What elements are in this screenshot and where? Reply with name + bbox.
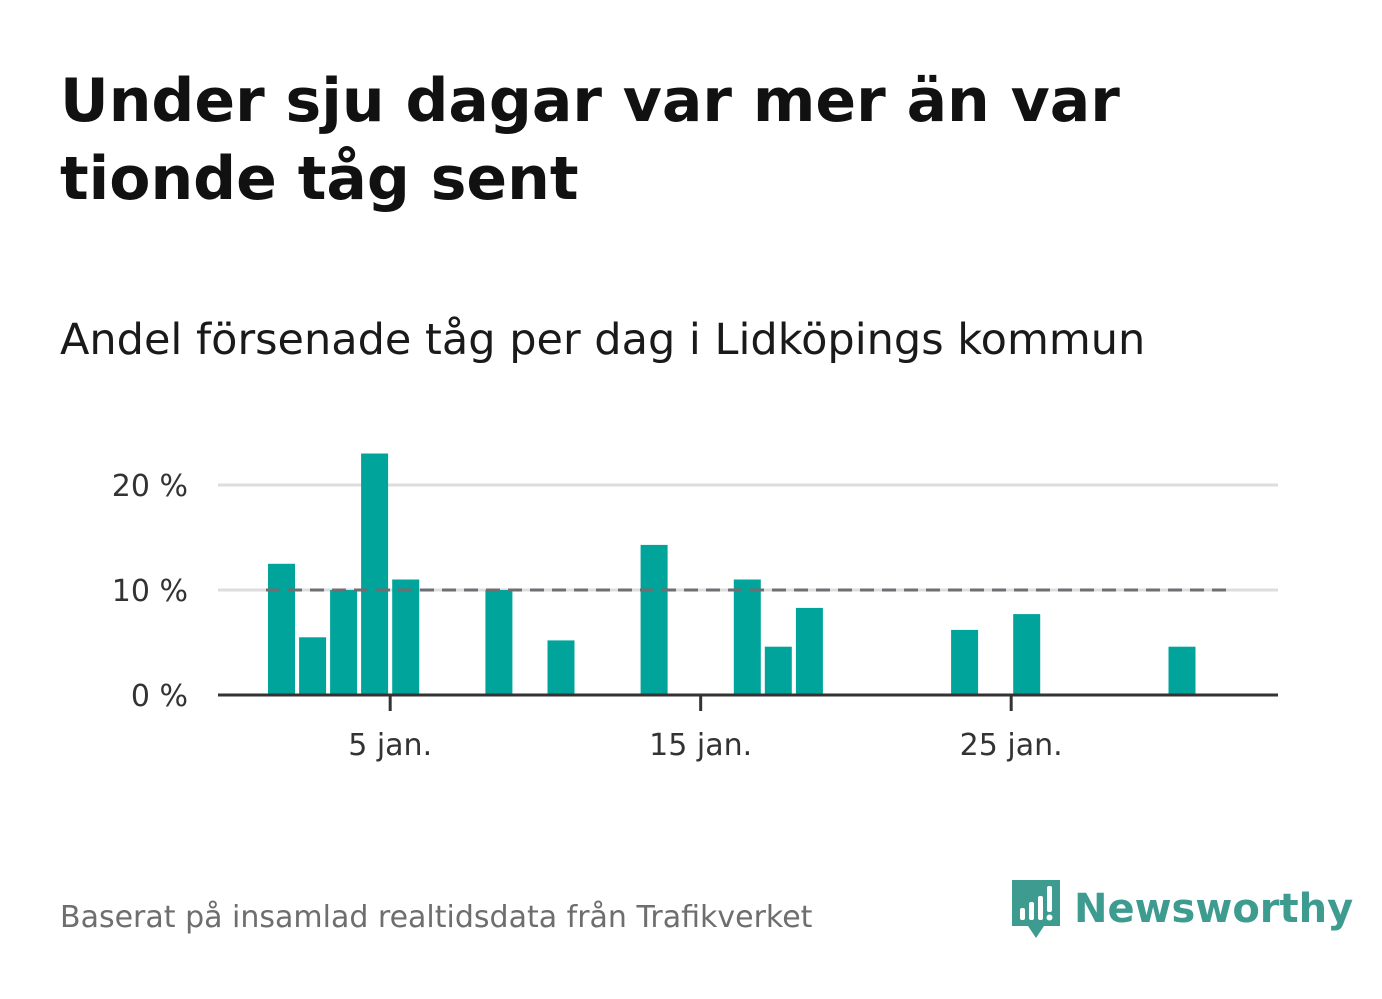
- bar: [733, 579, 761, 695]
- bar: [1168, 646, 1196, 695]
- bar: [1013, 614, 1041, 695]
- x-tick-labels: 5 jan. 15 jan. 25 jan.: [348, 728, 1062, 763]
- bar: [392, 579, 420, 695]
- bar: [330, 590, 358, 695]
- y-tick-label: 20 %: [112, 469, 188, 504]
- bar: [795, 607, 823, 695]
- chart-subtitle: Andel försenade tåg per dag i Lidköpings…: [60, 315, 1146, 365]
- source-note: Baserat på insamlad realtidsdata från Tr…: [60, 900, 813, 935]
- x-axis: [218, 693, 1278, 711]
- chart-title: Under sju dagar var mer än var tionde tå…: [60, 66, 1120, 214]
- brand-logo: Newsworthy: [1010, 874, 1353, 944]
- y-tick-label: 10 %: [112, 574, 188, 609]
- bar: [547, 640, 575, 695]
- brand-name: Newsworthy: [1074, 886, 1354, 932]
- newsworthy-logo-icon: [1012, 880, 1060, 938]
- bar: [485, 590, 513, 695]
- bar: [268, 563, 295, 696]
- bar: [640, 544, 668, 695]
- bars: [268, 453, 1196, 696]
- bar: [361, 453, 389, 695]
- bar: [764, 646, 792, 695]
- x-tick-label: 5 jan.: [348, 728, 432, 763]
- y-tick-label: 0 %: [131, 679, 188, 714]
- y-tick-labels: 0 % 10 % 20 %: [112, 469, 188, 714]
- x-tick-label: 15 jan.: [649, 728, 752, 763]
- bar: [299, 637, 327, 696]
- bar: [951, 629, 979, 695]
- x-tick-label: 25 jan.: [960, 728, 1063, 763]
